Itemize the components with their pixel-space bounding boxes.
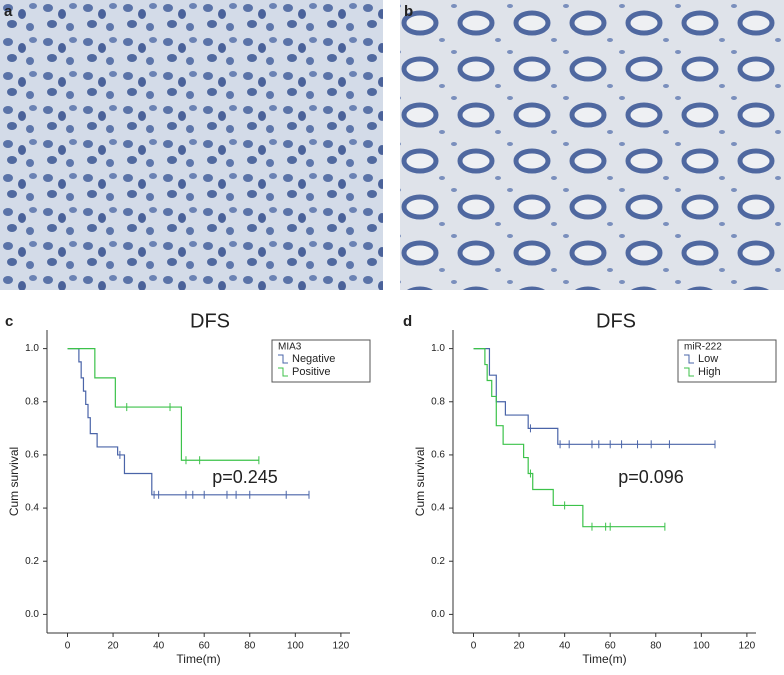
- y-tick-label: 0.2: [431, 556, 445, 567]
- legend-swatch: [684, 354, 694, 364]
- survival-curve: [67, 348, 259, 461]
- legend-swatch: [278, 354, 288, 364]
- x-tick-label: 80: [244, 641, 256, 652]
- panel-label: b: [404, 3, 413, 20]
- y-axis-label: Cum survival: [7, 447, 21, 516]
- chart-title: DFS: [190, 310, 230, 332]
- y-tick-label: 0.8: [25, 396, 39, 407]
- y-tick-label: 0.0: [25, 609, 39, 620]
- x-tick-label: 100: [287, 641, 304, 652]
- x-tick-label: 20: [108, 641, 120, 652]
- legend-swatch: [278, 367, 288, 377]
- legend-title: miR-222: [684, 342, 722, 353]
- y-axis-label: Cum survival: [413, 447, 427, 516]
- legend-label: High: [698, 366, 721, 378]
- legend-box: [271, 339, 371, 383]
- y-tick-label: 0.2: [25, 556, 39, 567]
- chart-title: DFS: [596, 310, 636, 332]
- y-tick-label: 1.0: [431, 343, 445, 354]
- x-tick-label: 0: [471, 641, 477, 652]
- y-tick-label: 0.6: [431, 450, 445, 461]
- x-tick-label: 80: [650, 641, 662, 652]
- x-tick-label: 120: [739, 641, 756, 652]
- survival-curve: [473, 348, 665, 528]
- x-tick-label: 40: [559, 641, 571, 652]
- y-tick-label: 0.6: [25, 450, 39, 461]
- annotation: p=0.245: [212, 467, 278, 487]
- histology-image-b: [400, 0, 784, 290]
- legend-title: MIA3: [278, 342, 302, 353]
- x-tick-label: 60: [605, 641, 617, 652]
- panel-label: c: [5, 313, 13, 330]
- y-tick-label: 0.4: [431, 503, 445, 514]
- legend-box: [677, 339, 777, 383]
- y-tick-label: 0.8: [431, 396, 445, 407]
- legend-label: Positive: [292, 366, 331, 378]
- x-tick-label: 60: [199, 641, 211, 652]
- survival-curve: [67, 348, 309, 496]
- panel-label: d: [403, 313, 412, 330]
- x-axis-label: Time(m): [176, 652, 220, 666]
- x-tick-label: 120: [333, 641, 350, 652]
- x-tick-label: 20: [514, 641, 526, 652]
- x-axis-label: Time(m): [582, 652, 626, 666]
- x-tick-label: 40: [153, 641, 165, 652]
- x-tick-label: 100: [693, 641, 710, 652]
- y-tick-label: 0.4: [25, 503, 39, 514]
- legend-label: Low: [698, 353, 718, 365]
- y-tick-label: 0.0: [431, 609, 445, 620]
- legend-swatch: [684, 367, 694, 377]
- histology-image-a: [0, 0, 383, 290]
- annotation: p=0.096: [618, 467, 684, 487]
- x-tick-label: 0: [65, 641, 71, 652]
- y-tick-label: 1.0: [25, 343, 39, 354]
- legend-label: Negative: [292, 353, 335, 365]
- panel-label: a: [4, 3, 13, 20]
- survival-curve: [473, 348, 715, 445]
